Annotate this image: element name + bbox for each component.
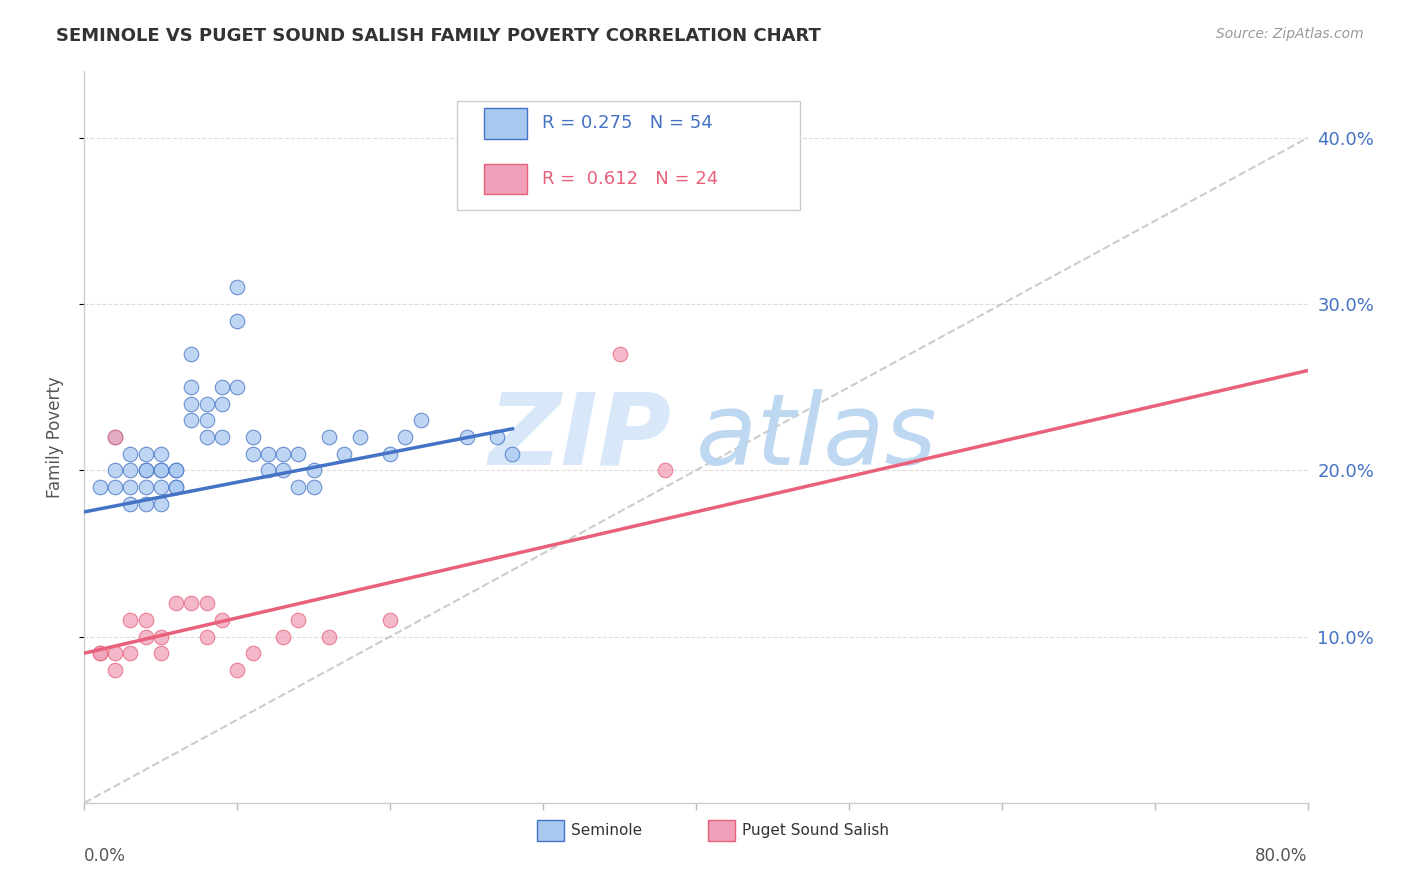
Point xyxy=(149,630,172,644)
Point xyxy=(195,430,218,444)
Point xyxy=(654,463,676,477)
Point xyxy=(211,397,233,411)
Bar xyxy=(537,821,564,841)
Point xyxy=(165,480,187,494)
Text: R = 0.275   N = 54: R = 0.275 N = 54 xyxy=(541,114,713,132)
Point xyxy=(380,613,402,627)
Point xyxy=(120,646,142,660)
Point xyxy=(120,463,142,477)
Text: SEMINOLE VS PUGET SOUND SALISH FAMILY POVERTY CORRELATION CHART: SEMINOLE VS PUGET SOUND SALISH FAMILY PO… xyxy=(56,27,821,45)
Point xyxy=(180,413,202,427)
Point xyxy=(165,480,187,494)
Point xyxy=(242,430,264,444)
Text: Puget Sound Salish: Puget Sound Salish xyxy=(742,823,890,838)
Bar xyxy=(709,821,735,841)
Point xyxy=(609,347,631,361)
Point xyxy=(287,480,309,494)
Bar xyxy=(484,163,527,194)
Point xyxy=(104,646,127,660)
Point xyxy=(135,480,157,494)
Point xyxy=(456,430,478,444)
Point xyxy=(120,447,142,461)
Point xyxy=(135,447,157,461)
Point xyxy=(394,430,416,444)
Point xyxy=(104,430,127,444)
Text: 80.0%: 80.0% xyxy=(1256,847,1308,864)
Point xyxy=(380,447,402,461)
Point xyxy=(180,347,202,361)
Point xyxy=(287,447,309,461)
Point xyxy=(271,630,294,644)
Point xyxy=(149,463,172,477)
Point xyxy=(89,480,111,494)
Point xyxy=(104,480,127,494)
Point xyxy=(104,463,127,477)
Point xyxy=(104,663,127,677)
Text: R =  0.612   N = 24: R = 0.612 N = 24 xyxy=(541,169,718,188)
Point xyxy=(271,463,294,477)
Point xyxy=(257,447,280,461)
Point xyxy=(486,430,509,444)
Point xyxy=(149,447,172,461)
Point xyxy=(180,380,202,394)
Point xyxy=(211,613,233,627)
Point xyxy=(135,463,157,477)
Bar xyxy=(484,108,527,138)
Point xyxy=(149,497,172,511)
Point xyxy=(135,630,157,644)
Point xyxy=(195,413,218,427)
Point xyxy=(165,463,187,477)
Point xyxy=(287,613,309,627)
Point xyxy=(302,463,325,477)
Point xyxy=(226,280,249,294)
Point xyxy=(149,646,172,660)
Point xyxy=(242,646,264,660)
Point xyxy=(502,447,524,461)
Point xyxy=(226,380,249,394)
Point xyxy=(165,596,187,610)
Point xyxy=(226,663,249,677)
Point xyxy=(180,397,202,411)
FancyBboxPatch shape xyxy=(457,101,800,211)
Point xyxy=(271,447,294,461)
Point xyxy=(135,497,157,511)
Point xyxy=(135,463,157,477)
Point xyxy=(257,463,280,477)
Point xyxy=(318,630,340,644)
Point xyxy=(195,596,218,610)
Point xyxy=(211,380,233,394)
Point xyxy=(409,413,432,427)
Point xyxy=(226,314,249,328)
Point xyxy=(120,613,142,627)
Point xyxy=(135,613,157,627)
Point xyxy=(318,430,340,444)
Point xyxy=(165,463,187,477)
Point xyxy=(120,480,142,494)
Point xyxy=(149,480,172,494)
Point xyxy=(195,630,218,644)
Text: Source: ZipAtlas.com: Source: ZipAtlas.com xyxy=(1216,27,1364,41)
Point xyxy=(195,397,218,411)
Point xyxy=(333,447,356,461)
Text: Seminole: Seminole xyxy=(571,823,643,838)
Point xyxy=(211,430,233,444)
Point xyxy=(242,447,264,461)
Point xyxy=(89,646,111,660)
Point xyxy=(302,480,325,494)
Text: atlas: atlas xyxy=(696,389,938,485)
Text: ZIP: ZIP xyxy=(488,389,672,485)
Point xyxy=(120,497,142,511)
Text: 0.0%: 0.0% xyxy=(84,847,127,864)
Point xyxy=(89,646,111,660)
Point xyxy=(149,463,172,477)
Y-axis label: Family Poverty: Family Poverty xyxy=(45,376,63,498)
Point xyxy=(180,596,202,610)
Point xyxy=(104,430,127,444)
Point xyxy=(349,430,371,444)
